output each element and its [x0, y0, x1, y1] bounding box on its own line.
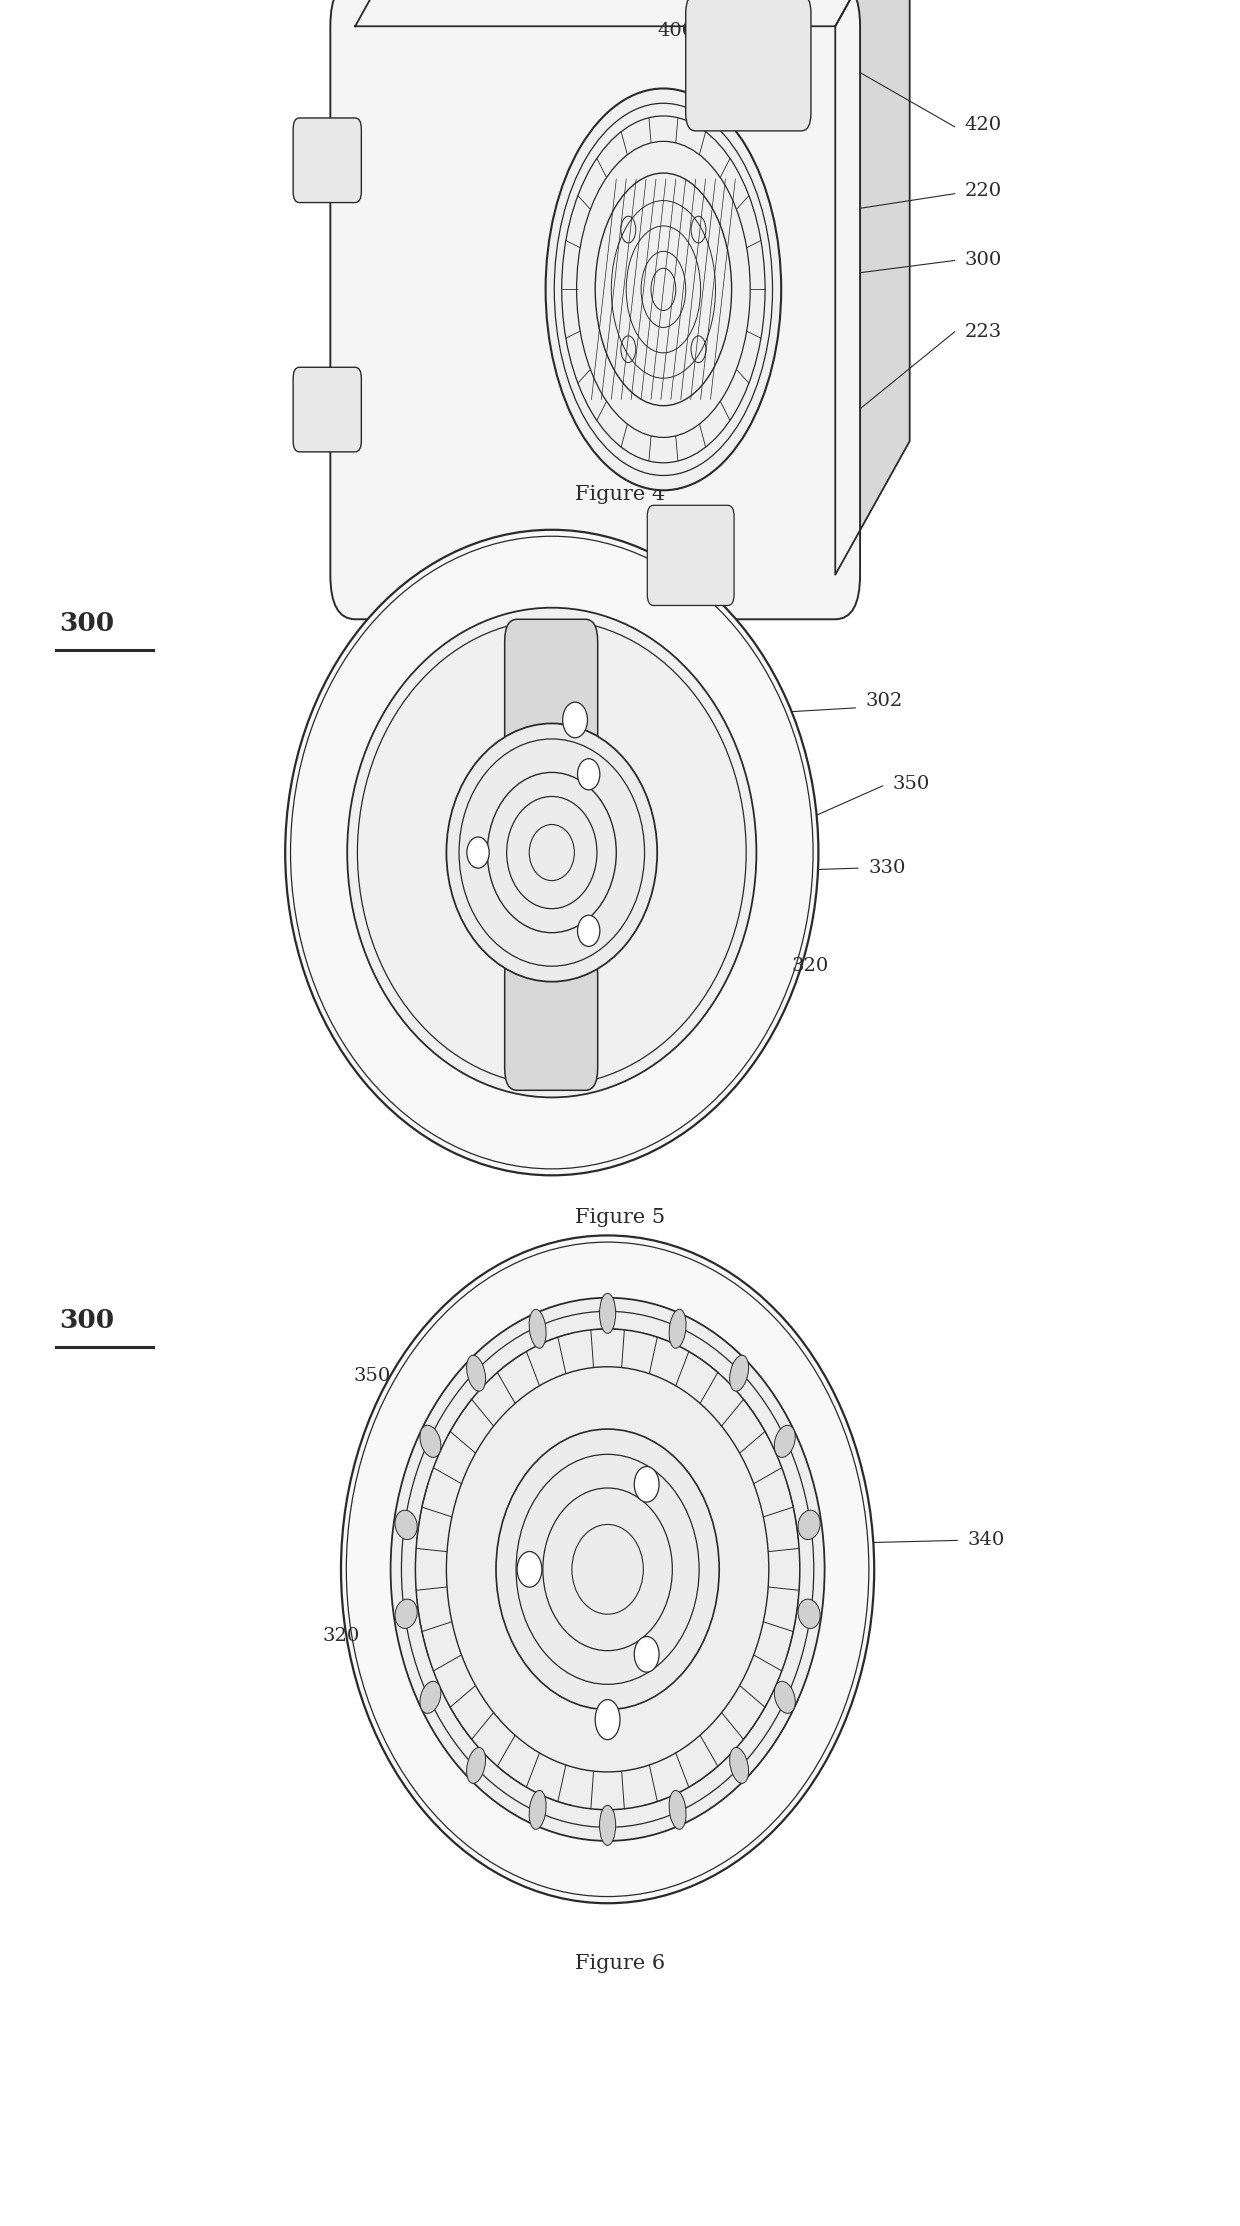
FancyBboxPatch shape: [293, 367, 361, 452]
Ellipse shape: [578, 759, 600, 790]
Ellipse shape: [529, 1790, 546, 1830]
Ellipse shape: [420, 1425, 441, 1458]
Text: 300: 300: [965, 252, 1002, 269]
Text: 420: 420: [965, 116, 1002, 134]
Text: 350: 350: [893, 775, 930, 792]
Ellipse shape: [563, 701, 588, 737]
Ellipse shape: [600, 1293, 615, 1333]
Ellipse shape: [670, 1309, 686, 1349]
Ellipse shape: [396, 1509, 417, 1540]
FancyBboxPatch shape: [505, 619, 598, 757]
Text: 300: 300: [60, 610, 114, 637]
Ellipse shape: [285, 530, 818, 1175]
Polygon shape: [355, 0, 910, 27]
Ellipse shape: [634, 1467, 660, 1503]
Ellipse shape: [799, 1598, 820, 1629]
Ellipse shape: [578, 915, 600, 946]
Text: 320: 320: [791, 957, 828, 975]
Ellipse shape: [799, 1509, 820, 1540]
Ellipse shape: [466, 1356, 486, 1391]
FancyBboxPatch shape: [330, 0, 861, 619]
Text: Figure 4: Figure 4: [575, 485, 665, 503]
Text: 330: 330: [868, 859, 905, 877]
Ellipse shape: [446, 723, 657, 982]
FancyBboxPatch shape: [647, 505, 734, 605]
FancyBboxPatch shape: [293, 118, 361, 203]
Polygon shape: [836, 0, 910, 574]
Ellipse shape: [546, 89, 781, 490]
Text: Figure 6: Figure 6: [575, 1954, 665, 1972]
Ellipse shape: [496, 1429, 719, 1710]
Text: 350: 350: [353, 1367, 391, 1385]
Text: 400: 400: [657, 22, 694, 40]
FancyBboxPatch shape: [505, 953, 598, 1091]
Ellipse shape: [595, 1701, 620, 1741]
Text: Figure 5: Figure 5: [575, 1209, 665, 1227]
Text: 340: 340: [967, 1531, 1004, 1549]
FancyBboxPatch shape: [686, 0, 811, 131]
Text: 223: 223: [965, 323, 1002, 341]
Ellipse shape: [729, 1356, 749, 1391]
Ellipse shape: [466, 1747, 486, 1783]
Ellipse shape: [517, 1552, 542, 1587]
Ellipse shape: [391, 1298, 825, 1841]
Ellipse shape: [634, 1636, 660, 1672]
Ellipse shape: [347, 608, 756, 1097]
Ellipse shape: [420, 1681, 441, 1714]
Ellipse shape: [729, 1747, 749, 1783]
Ellipse shape: [774, 1681, 795, 1714]
Ellipse shape: [529, 1309, 546, 1349]
Ellipse shape: [774, 1425, 795, 1458]
Ellipse shape: [341, 1235, 874, 1903]
Text: 320: 320: [322, 1627, 360, 1645]
Ellipse shape: [670, 1790, 686, 1830]
Ellipse shape: [396, 1598, 417, 1629]
Ellipse shape: [600, 1805, 615, 1845]
Ellipse shape: [466, 837, 490, 868]
Text: 220: 220: [965, 183, 1002, 200]
Text: 302: 302: [866, 692, 903, 710]
Text: 300: 300: [60, 1307, 114, 1333]
